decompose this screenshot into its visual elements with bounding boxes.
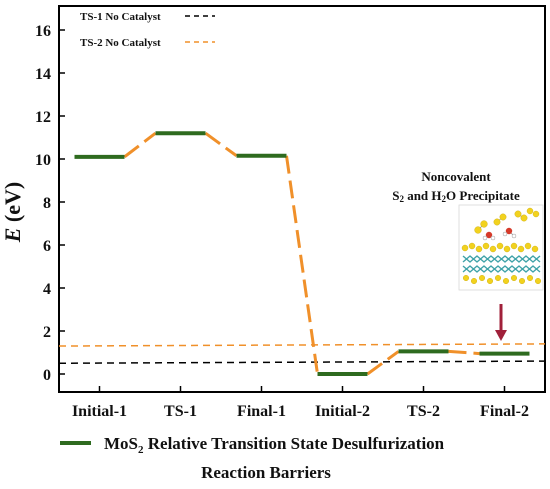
y-tick-label: 8 (43, 195, 51, 212)
legend-bottom-line2: Reaction Barriers (201, 463, 331, 482)
connector-segment (448, 349, 480, 356)
y-tick-label: 10 (35, 152, 51, 169)
x-tick-label: Final-2 (480, 403, 529, 420)
reference-line (59, 343, 545, 347)
plot-area (59, 131, 545, 376)
x-tick-label: Final-1 (237, 403, 286, 420)
y-axis-ticks: 0 2 4 6 8 10 12 14 16 (35, 23, 65, 384)
y-tick-label: 6 (43, 238, 51, 255)
x-tick-label: TS-1 (164, 403, 197, 420)
legend-bottom: MoS2 Relative Transition State Desulfuri… (60, 434, 445, 482)
y-tick-label: 0 (43, 367, 51, 384)
y-tick-label: 14 (35, 66, 51, 83)
legend-item-ts2: TS-2 No Catalyst (80, 37, 215, 49)
annotation-noncovalent: Noncovalent S2 and H2O Precipitate (392, 169, 544, 341)
x-tick-label: TS-2 (407, 403, 440, 420)
energy-levels (74, 131, 530, 376)
legend-bottom-line1: MoS2 Relative Transition State Desulfuri… (104, 434, 445, 456)
connector-lines (123, 131, 480, 376)
y-tick-label: 4 (43, 281, 51, 298)
legend-item-ts1: TS-1 No Catalyst (80, 11, 215, 23)
connector-segment (366, 350, 400, 376)
x-tick-label: Initial-2 (315, 403, 370, 420)
y-tick-label: 16 (35, 23, 51, 40)
annotation-arrow (495, 304, 507, 341)
y-tick-label: 2 (43, 324, 51, 341)
plot-frame (58, 5, 546, 393)
legend-label-ts2: TS-2 No Catalyst (80, 37, 161, 49)
legend-top: TS-1 No Catalyst TS-2 No Catalyst (80, 11, 215, 49)
annotation-line2: S2 and H2O Precipitate (392, 188, 520, 204)
x-tick-label: Initial-1 (72, 403, 127, 420)
connector-segment (285, 155, 319, 375)
reference-lines (59, 343, 545, 364)
connector-segment (204, 131, 238, 157)
annotation-line1: Noncovalent (421, 169, 491, 184)
legend-label-ts1: TS-1 No Catalyst (80, 11, 161, 23)
connector-segment (123, 132, 157, 159)
x-axis-ticks: Initial-1 TS-1 Final-1 Initial-2 TS-2 Final-2 (72, 386, 529, 420)
reference-line (59, 360, 545, 364)
y-tick-label: 12 (35, 109, 51, 126)
molecule-structure-image (458, 204, 544, 291)
y-axis-title: E (eV) (0, 182, 25, 244)
